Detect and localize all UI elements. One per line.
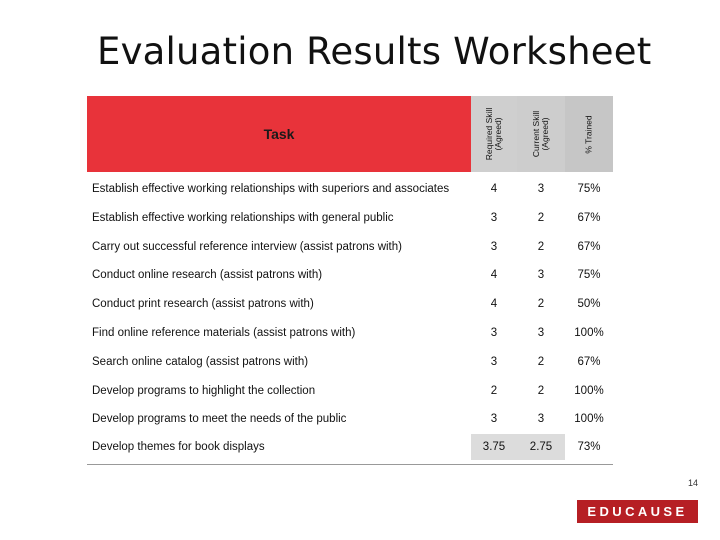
current-cell: 2 (537, 298, 545, 311)
required-header-line2: (Agreed) (493, 117, 504, 151)
required-cell: 4 (490, 269, 498, 282)
page-number: 14 (688, 478, 699, 488)
table-row: Establish effective working relationship… (87, 175, 613, 204)
current-skill-header: Current Skill (Agreed) (517, 96, 565, 172)
required-cell: 2 (490, 384, 498, 397)
current-cell: 3 (537, 413, 545, 426)
required-cell: 3.75 (471, 434, 517, 461)
current-cell: 2.75 (517, 434, 565, 461)
trained-cell: 67% (577, 355, 601, 368)
table-row: Conduct print research (assist patrons w… (87, 290, 613, 319)
trained-cell: 75% (577, 269, 601, 282)
trained-header: % Trained (565, 96, 613, 172)
current-cell: 2 (537, 355, 545, 368)
required-cell: 4 (490, 298, 498, 311)
required-skill-header: Required Skill (Agreed) (471, 96, 517, 172)
table-row: Find online reference materials (assist … (87, 319, 613, 348)
task-cell: Establish effective working relationship… (92, 183, 450, 195)
table-row: Conduct online research (assist patrons … (87, 261, 613, 290)
table-body: Establish effective working relationship… (87, 175, 613, 461)
task-cell: Develop programs to meet the needs of th… (92, 413, 347, 426)
required-cell: 3 (490, 211, 498, 224)
task-cell: Find online reference materials (assist … (92, 326, 356, 339)
current-cell: 2 (537, 240, 545, 253)
current-cell: 3 (537, 326, 545, 339)
trained-header-label: % Trained (583, 114, 594, 154)
current-cell: 3 (537, 183, 545, 195)
divider (87, 464, 613, 465)
task-cell: Conduct print research (assist patrons w… (92, 298, 314, 311)
educause-logo: EDUCAUSE (577, 500, 698, 523)
task-cell: Conduct online research (assist patrons … (92, 269, 323, 282)
trained-cell: 100% (574, 413, 604, 426)
table-row: Develop programs to highlight the collec… (87, 377, 613, 406)
task-cell: Develop programs to highlight the collec… (92, 384, 316, 397)
task-header-label: Task (263, 126, 295, 142)
required-cell: 3 (490, 355, 498, 368)
required-cell: 4 (490, 183, 498, 195)
table-row: Carry out successful reference interview… (87, 233, 613, 262)
current-cell: 2 (537, 211, 545, 224)
table-row: Establish effective working relationship… (87, 204, 613, 233)
trained-cell: 73% (577, 441, 601, 454)
logo-text: EDUCAUSE (587, 504, 688, 519)
trained-cell: 67% (577, 240, 601, 253)
trained-cell: 75% (577, 183, 601, 195)
task-cell: Carry out successful reference interview… (92, 240, 402, 253)
current-cell: 3 (537, 269, 545, 282)
current-cell: 2 (537, 384, 545, 397)
task-cell: Search online catalog (assist patrons wi… (92, 355, 309, 368)
task-column-header: Task (87, 96, 471, 172)
trained-cell: 100% (574, 384, 604, 397)
required-cell: 3 (490, 413, 498, 426)
trained-cell: 67% (577, 211, 601, 224)
task-cell: Develop themes for book displays (92, 441, 265, 454)
table-header: Task Required Skill (Agreed) Current Ski… (87, 96, 613, 172)
task-cell: Establish effective working relationship… (92, 211, 394, 224)
table-row: Develop themes for book displays 3.75 2.… (87, 434, 613, 461)
page-title: Evaluation Results Worksheet (97, 30, 652, 73)
trained-cell: 100% (574, 326, 604, 339)
table-row: Search online catalog (assist patrons wi… (87, 348, 613, 377)
current-header-line2: (Agreed) (539, 117, 550, 151)
required-cell: 3 (490, 326, 498, 339)
required-cell: 3 (490, 240, 498, 253)
table-row: Develop programs to meet the needs of th… (87, 405, 613, 434)
trained-cell: 50% (577, 298, 601, 311)
